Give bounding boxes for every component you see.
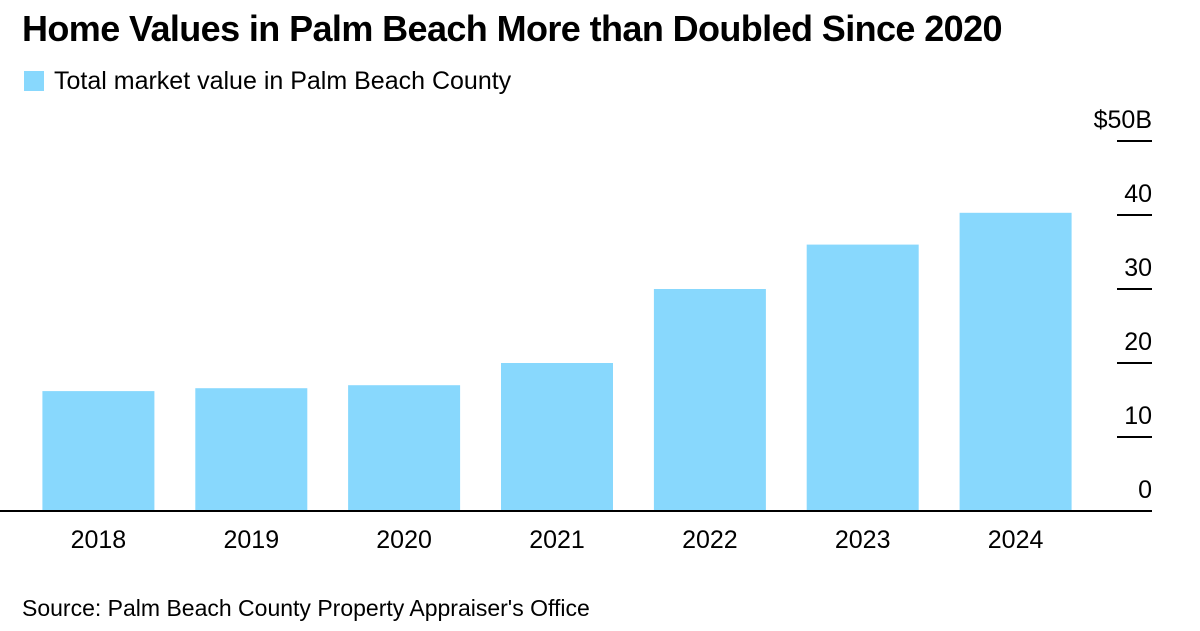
legend-swatch xyxy=(24,71,44,91)
bar-2019 xyxy=(195,388,308,511)
x-tick-label-2024: 2024 xyxy=(988,526,1044,554)
y-tick-label-10: 10 xyxy=(1124,402,1152,430)
legend-label: Total market value in Palm Beach County xyxy=(54,66,512,95)
bar-2021 xyxy=(501,363,613,511)
y-tick-label-40: 40 xyxy=(1124,180,1152,208)
x-tick-label-2021: 2021 xyxy=(529,526,585,554)
x-tick-label-2019: 2019 xyxy=(223,526,279,554)
x-tick-label-2018: 2018 xyxy=(71,526,127,554)
y-tick-label-50: $50B xyxy=(1094,106,1152,134)
bar-2024 xyxy=(959,212,1072,512)
chart-title: Home Values in Palm Beach More than Doub… xyxy=(22,8,1003,49)
bar-2020 xyxy=(348,385,461,511)
bar-2022 xyxy=(653,289,766,511)
legend: Total market value in Palm Beach County xyxy=(24,66,511,96)
x-tick-label-2022: 2022 xyxy=(682,526,738,554)
bar-2018 xyxy=(42,391,155,511)
source-note: Source: Palm Beach County Property Appra… xyxy=(22,595,590,621)
y-tick-label-20: 20 xyxy=(1124,328,1152,356)
x-tick-label-2023: 2023 xyxy=(835,526,891,554)
y-tick-label-0: 0 xyxy=(1138,476,1152,504)
x-tick-label-2020: 2020 xyxy=(376,526,432,554)
y-tick-label-30: 30 xyxy=(1124,254,1152,282)
bar-2023 xyxy=(806,244,919,511)
